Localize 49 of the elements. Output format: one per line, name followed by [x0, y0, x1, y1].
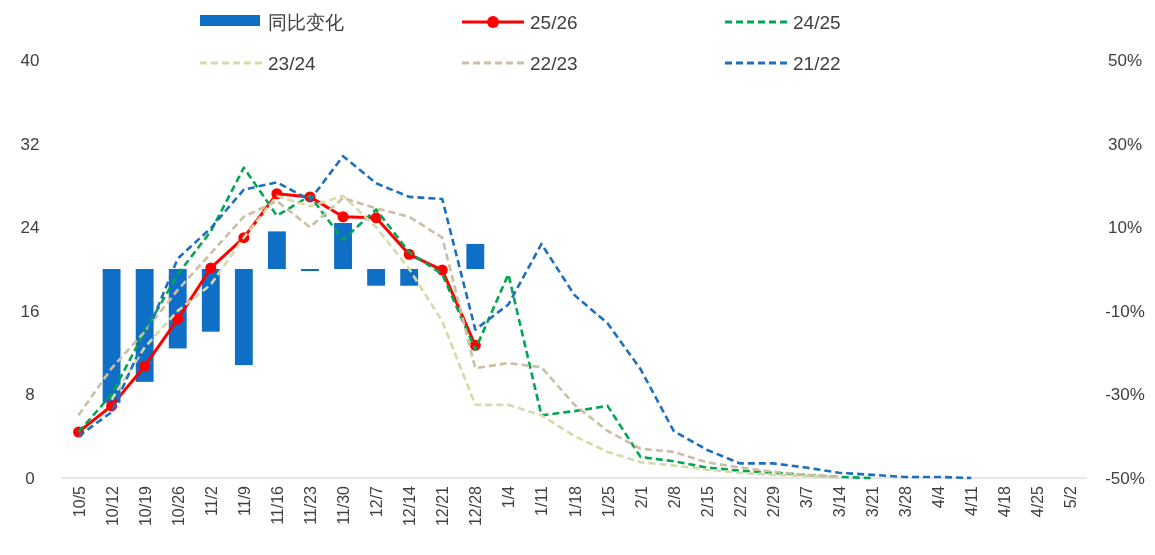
- x-tick-label: 4/25: [1029, 485, 1047, 518]
- y2-tick-label: 10%: [1107, 218, 1143, 238]
- x-tick-label: 11/2: [202, 485, 220, 516]
- x-tick-label: 10/12: [103, 485, 121, 527]
- x-tick-label: 10/19: [136, 485, 154, 527]
- x-tick-label: 11/23: [301, 485, 319, 525]
- x-tick-label: 11/30: [335, 485, 353, 525]
- legend-label: 同比变化: [268, 12, 344, 33]
- legend-label: 22/23: [530, 53, 578, 74]
- x-tick-label: 4/11: [963, 485, 981, 516]
- x-tick-label: 11/9: [235, 485, 253, 516]
- legend-label: 25/26: [530, 12, 578, 33]
- y2-tick-label: 30%: [1107, 134, 1143, 154]
- x-tick-label: 12/7: [368, 485, 386, 518]
- legend-label: 24/25: [793, 12, 841, 33]
- x-tick-label: 1/18: [566, 485, 584, 518]
- x-tick-label: 2/8: [665, 485, 683, 509]
- x-tick-label: 11/16: [268, 485, 286, 525]
- y2-tick-label: 50%: [1107, 51, 1143, 70]
- x-tick-label: 3/7: [797, 485, 815, 509]
- x-tick-label: 10/26: [169, 485, 187, 527]
- legend-label: 23/24: [268, 53, 316, 74]
- x-tick-label: 3/21: [864, 485, 882, 518]
- x-tick-label: 12/14: [401, 485, 419, 527]
- y-tick-label: 16: [20, 301, 40, 321]
- y-tick-label: 24: [20, 218, 40, 238]
- x-tick-label: 2/1: [632, 485, 650, 509]
- x-tick-label: 1/25: [599, 485, 617, 518]
- x-tick-label: 2/22: [731, 485, 749, 518]
- legend-label: 21/22: [793, 53, 841, 74]
- y-tick-label: 32: [20, 134, 40, 154]
- x-tick-label: 12/28: [467, 485, 485, 527]
- y2-tick-label: -30%: [1105, 385, 1145, 405]
- y-tick-label: 8: [25, 385, 35, 405]
- y2-tick-label: -10%: [1105, 301, 1145, 321]
- x-tick-label: 4/4: [930, 485, 948, 509]
- x-tick-label: 1/11: [533, 485, 551, 516]
- y2-tick-label: -50%: [1105, 469, 1145, 488]
- x-tick-label: 3/28: [897, 485, 915, 518]
- y-tick-label: 0: [25, 469, 35, 488]
- x-tick-label: 2/29: [764, 485, 782, 518]
- x-tick-label: 3/14: [831, 485, 849, 518]
- x-tick-label: 10/5: [70, 485, 88, 518]
- x-tick-label: 1/4: [500, 485, 518, 509]
- x-tick-label: 2/15: [698, 485, 716, 518]
- x-tick-label: 4/18: [996, 485, 1014, 518]
- x-tick-label: 12/21: [434, 485, 452, 527]
- y-tick-label: 40: [20, 51, 40, 70]
- x-tick-label: 5/2: [1062, 485, 1080, 509]
